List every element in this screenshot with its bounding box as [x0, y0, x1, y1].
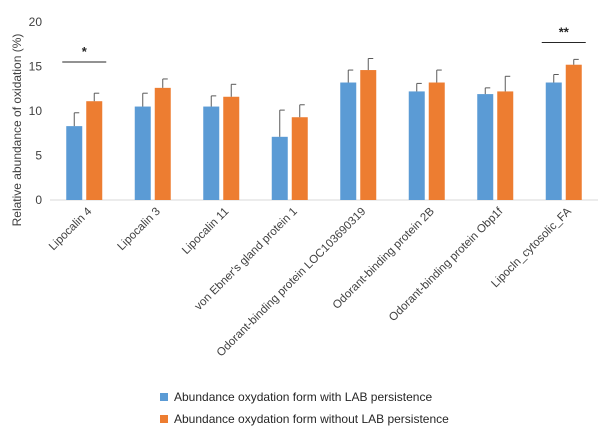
significance-marker: *: [82, 44, 88, 59]
legend-item-without-lab: Abundance oxydation form without LAB per…: [160, 408, 449, 430]
bar-with-lab: [134, 106, 151, 200]
x-tick-label: Odorant-binding protein Obp1f: [387, 205, 506, 324]
bar-with-lab: [545, 82, 562, 200]
bar-without-lab: [223, 96, 240, 200]
bar-without-lab: [154, 87, 171, 200]
y-tick-label: 15: [29, 60, 43, 74]
x-tick-label: Lipocalin 3: [116, 206, 163, 253]
y-tick-label: 5: [35, 149, 42, 163]
bar-without-lab: [428, 82, 445, 200]
legend-label-with-lab: Abundance oxydation form with LAB persis…: [174, 390, 433, 404]
x-tick-label: Odorant-binding protein LOC103690319: [215, 206, 369, 360]
bar-without-lab: [291, 117, 308, 200]
y-tick-label: 0: [35, 193, 42, 207]
bar-with-lab: [203, 106, 220, 200]
legend-label-without-lab: Abundance oxydation form without LAB per…: [174, 412, 449, 426]
y-tick-label: 20: [29, 15, 43, 29]
x-tick-label: Lipocalin 4: [47, 205, 95, 253]
bar-with-lab: [66, 126, 83, 200]
bar-without-lab: [497, 91, 514, 200]
x-tick-label: Lipocalin 11: [180, 206, 231, 257]
bar-with-lab: [477, 94, 494, 200]
legend-item-with-lab: Abundance oxydation form with LAB persis…: [160, 386, 449, 408]
significance-marker: **: [559, 24, 570, 39]
legend-swatch-with-lab: [160, 393, 168, 401]
x-tick-label: Lipocln_cytosolic_FA: [489, 205, 574, 290]
bar-with-lab: [408, 91, 425, 200]
bar-without-lab: [86, 101, 103, 200]
bar-with-lab: [340, 82, 357, 200]
bar-without-lab: [360, 70, 377, 200]
legend: Abundance oxydation form with LAB persis…: [160, 386, 449, 430]
y-tick-label: 10: [29, 104, 43, 118]
bar-with-lab: [271, 136, 288, 200]
legend-swatch-without-lab: [160, 415, 168, 423]
y-axis-title: Relative abundance of oxidation (%): [10, 34, 24, 227]
bar-without-lab: [565, 64, 582, 200]
